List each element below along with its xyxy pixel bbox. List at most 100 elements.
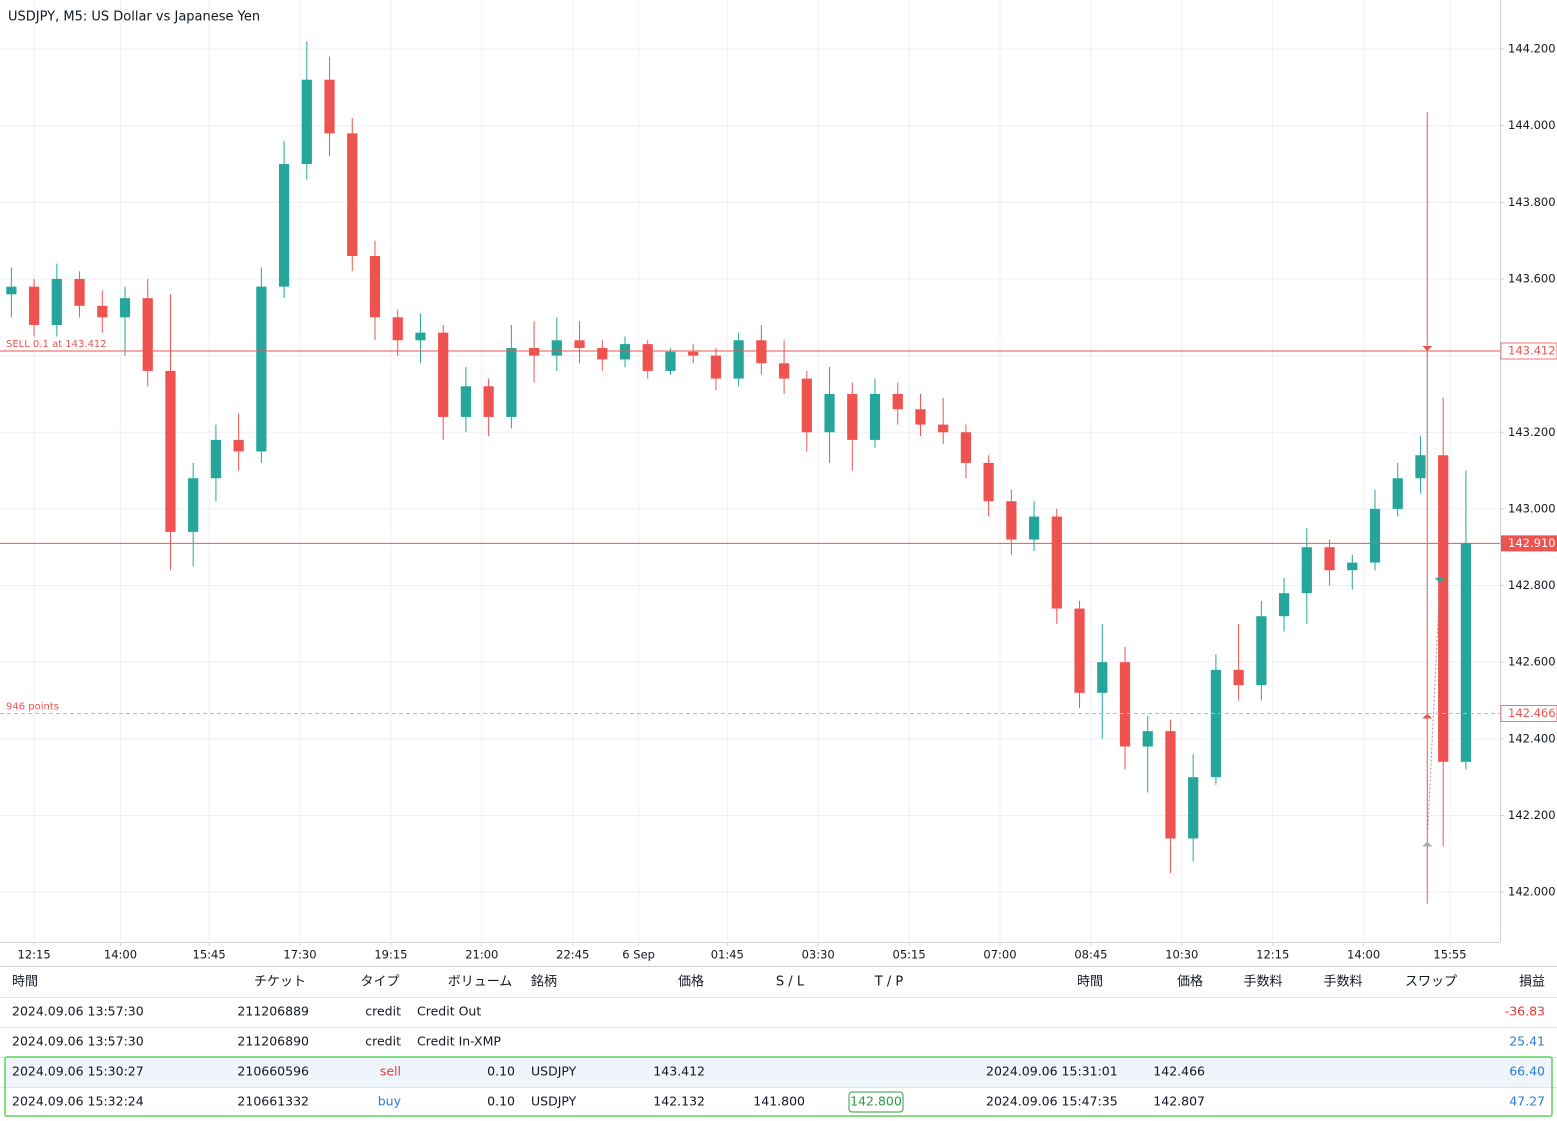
x-tick-label: 12:15 — [1256, 948, 1289, 962]
candle-body — [1460, 543, 1472, 762]
price-label-box — [1500, 342, 1557, 360]
table-cell: 2024.09.06 13:57:30 — [12, 1034, 144, 1049]
entry-marker — [1422, 346, 1433, 352]
candle-body — [369, 255, 381, 318]
y-tick-label: 142.000 — [1508, 885, 1556, 899]
x-tick-label: 07:00 — [983, 948, 1016, 962]
y-tick-label: 144.200 — [1508, 42, 1556, 56]
candle-body — [619, 344, 631, 360]
y-tick-label: 142.600 — [1508, 655, 1556, 669]
y-tick-label: 142.800 — [1508, 578, 1556, 592]
candle-body — [869, 393, 881, 440]
table-cell: 2024.09.06 15:32:24 — [12, 1094, 144, 1109]
table-cell: 2024.09.06 13:57:30 — [12, 1004, 144, 1019]
column-header: ボリューム — [448, 975, 513, 990]
y-tick-label: 144.000 — [1508, 118, 1556, 132]
candle-body — [983, 462, 994, 502]
column-header: T / P — [874, 975, 904, 990]
candle-body — [528, 347, 540, 356]
candle-body — [892, 393, 903, 410]
candle-body — [1369, 508, 1381, 563]
candle-body — [1051, 516, 1062, 609]
candle-body — [6, 286, 17, 295]
candle-body — [210, 439, 222, 479]
column-header: スワップ — [1405, 975, 1457, 990]
price-line-text: SELL 0.1 at 143.412 — [6, 339, 107, 350]
axes: 142.000 142.200 142.400 142.600 142.800 143.0… — [18, 42, 1557, 962]
candle-body — [415, 332, 426, 341]
candle-body — [688, 351, 699, 356]
table-cell: 142.132 — [653, 1094, 705, 1109]
candle-body — [1324, 547, 1335, 571]
candle-body — [324, 79, 335, 134]
x-tick-label: 12:15 — [18, 948, 51, 962]
table-cell: credit — [365, 1004, 401, 1019]
candle-body — [756, 340, 767, 364]
table-cell: Credit Out — [417, 1004, 481, 1019]
candle-body — [301, 79, 312, 165]
price-label-box — [1501, 535, 1557, 552]
candle-body — [1301, 547, 1312, 594]
candle-body — [1165, 731, 1176, 839]
table-cell: sell — [380, 1064, 401, 1079]
x-tick-label: 15:45 — [193, 948, 226, 962]
candle-body — [142, 298, 153, 371]
x-tick-label: 10:30 — [1165, 948, 1198, 962]
table-cell: 210660596 — [237, 1064, 309, 1079]
price-line-text: 946 points — [6, 702, 59, 713]
chart-title: USDJPY, M5: US Dollar vs Japanese Yen — [8, 10, 260, 25]
candle-body — [847, 393, 858, 440]
candle-body — [1188, 777, 1199, 839]
y-tick-label: 143.200 — [1508, 425, 1556, 439]
column-header: 時間 — [12, 975, 38, 990]
candle-body — [1074, 608, 1085, 693]
candle-body — [710, 355, 722, 379]
candle-body — [278, 164, 290, 287]
column-header: 時間 — [1077, 975, 1103, 990]
column-header: S / L — [776, 975, 805, 990]
table-cell: Credit In-XMP — [417, 1034, 501, 1049]
exit-marker — [1422, 713, 1433, 719]
x-tick-label: 6 Sep — [622, 948, 655, 962]
price-label-box — [1500, 705, 1557, 722]
x-tick-label: 08:45 — [1074, 948, 1107, 962]
candle-body — [1142, 731, 1153, 747]
candle-body — [28, 286, 40, 325]
candle-body — [165, 370, 176, 532]
candle-body — [256, 286, 267, 452]
candle-body — [1347, 562, 1358, 571]
column-header: 損益 — [1519, 975, 1545, 990]
table-cell: 210661332 — [237, 1094, 309, 1109]
candle-body — [1392, 478, 1403, 509]
candle-body — [733, 340, 744, 379]
table-cell: credit — [365, 1034, 401, 1049]
candle-body — [597, 347, 608, 360]
column-header: 価格 — [678, 974, 704, 990]
candle-body — [506, 347, 517, 417]
candle-body — [1097, 662, 1108, 693]
x-tick-label: 01:45 — [711, 948, 744, 962]
x-tick-label: 05:15 — [893, 948, 926, 962]
x-tick-label: 14:00 — [104, 948, 137, 962]
table-cell: 141.800 — [753, 1094, 805, 1109]
table-cell: 143.412 — [653, 1064, 705, 1079]
candle-body — [1278, 593, 1290, 617]
table-cell: 66.40 — [1509, 1064, 1545, 1079]
tp-box — [848, 1091, 904, 1113]
candle-body — [824, 393, 835, 433]
candle-body — [1256, 616, 1267, 686]
candle-body — [51, 278, 62, 325]
candle-body — [938, 424, 949, 433]
candle-body — [801, 378, 812, 433]
y-tick-label: 142.400 — [1508, 731, 1556, 745]
table-cell: 211206889 — [237, 1004, 309, 1019]
candle-body — [574, 340, 585, 348]
candle-body — [642, 344, 653, 371]
table-cell: buy — [378, 1094, 402, 1109]
table-cell: 47.27 — [1509, 1094, 1545, 1109]
grid — [0, 0, 1500, 940]
selection-box — [4, 1056, 1553, 1117]
entry-marker — [1422, 841, 1433, 847]
table-cell: 142.466 — [1153, 1064, 1205, 1079]
